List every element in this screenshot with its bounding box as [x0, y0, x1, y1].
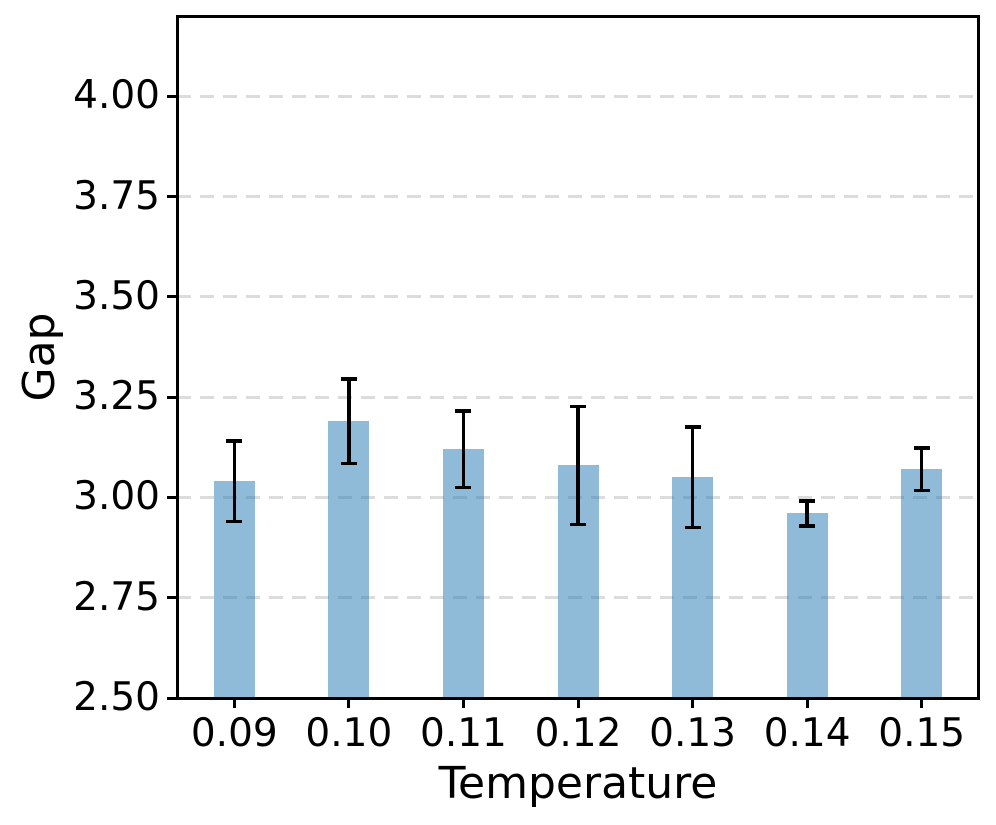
- error-bar-cap: [799, 499, 816, 503]
- y-tick-label: 2.75: [73, 574, 160, 620]
- x-tick-mark: [920, 698, 924, 708]
- bar: [328, 421, 370, 698]
- y-tick-mark: [167, 295, 177, 299]
- x-tick-label: 0.13: [649, 711, 736, 756]
- error-bar-line: [690, 427, 695, 528]
- error-bar-cap: [455, 485, 472, 490]
- error-bar-cap: [226, 439, 243, 443]
- x-tick-mark: [347, 698, 351, 708]
- y-tick-mark: [167, 395, 177, 399]
- y-tick-label: 4.00: [73, 73, 160, 119]
- y-tick-label: 2.50: [73, 675, 160, 720]
- error-bar-line: [576, 406, 580, 525]
- x-tick-mark: [805, 698, 809, 708]
- x-tick-label: 0.10: [305, 711, 393, 756]
- y-tick-mark: [167, 495, 177, 499]
- x-tick-mark: [461, 698, 465, 708]
- error-bar-cap: [340, 461, 357, 466]
- gridline: [177, 395, 979, 399]
- error-bar-cap: [340, 377, 357, 381]
- x-tick-label: 0.15: [878, 711, 966, 756]
- x-axis-title: Temperature: [438, 758, 718, 809]
- error-bar-cap: [913, 446, 930, 450]
- error-bar-line: [805, 501, 809, 526]
- bar: [901, 469, 943, 698]
- error-bar-line: [919, 448, 924, 491]
- error-bar-cap: [455, 409, 472, 413]
- y-tick-mark: [167, 195, 177, 199]
- y-tick-label: 3.25: [73, 374, 160, 420]
- y-tick-mark: [167, 596, 177, 600]
- bar: [786, 513, 828, 698]
- y-tick-mark: [167, 94, 177, 98]
- error-bar-line: [232, 441, 237, 522]
- x-tick-mark: [232, 698, 236, 708]
- error-bar-cap: [684, 525, 701, 530]
- gridline: [177, 195, 979, 199]
- error-bar-cap: [226, 519, 243, 524]
- y-tick-mark: [167, 696, 177, 700]
- gridline: [177, 295, 979, 299]
- error-bar-cap: [799, 524, 816, 528]
- y-tick-label: 3.75: [73, 173, 160, 219]
- x-tick-mark: [576, 698, 580, 708]
- y-tick-label: 3.50: [73, 273, 160, 319]
- error-bar-cap: [570, 404, 586, 409]
- x-tick-label: 0.09: [190, 711, 278, 756]
- x-tick-label: 0.11: [420, 711, 507, 756]
- x-tick-mark: [691, 698, 695, 708]
- y-tick-label: 3.00: [73, 474, 160, 520]
- gridline: [177, 94, 979, 98]
- error-bar-line: [347, 379, 351, 464]
- bar: [442, 449, 484, 698]
- x-tick-label: 0.14: [763, 711, 851, 756]
- error-bar-cap: [570, 522, 586, 527]
- error-bar-cap: [913, 488, 930, 493]
- error-bar-cap: [684, 425, 701, 429]
- error-bar-line: [461, 411, 466, 488]
- x-tick-label: 0.12: [534, 711, 622, 756]
- y-axis-title: Gap: [14, 312, 65, 402]
